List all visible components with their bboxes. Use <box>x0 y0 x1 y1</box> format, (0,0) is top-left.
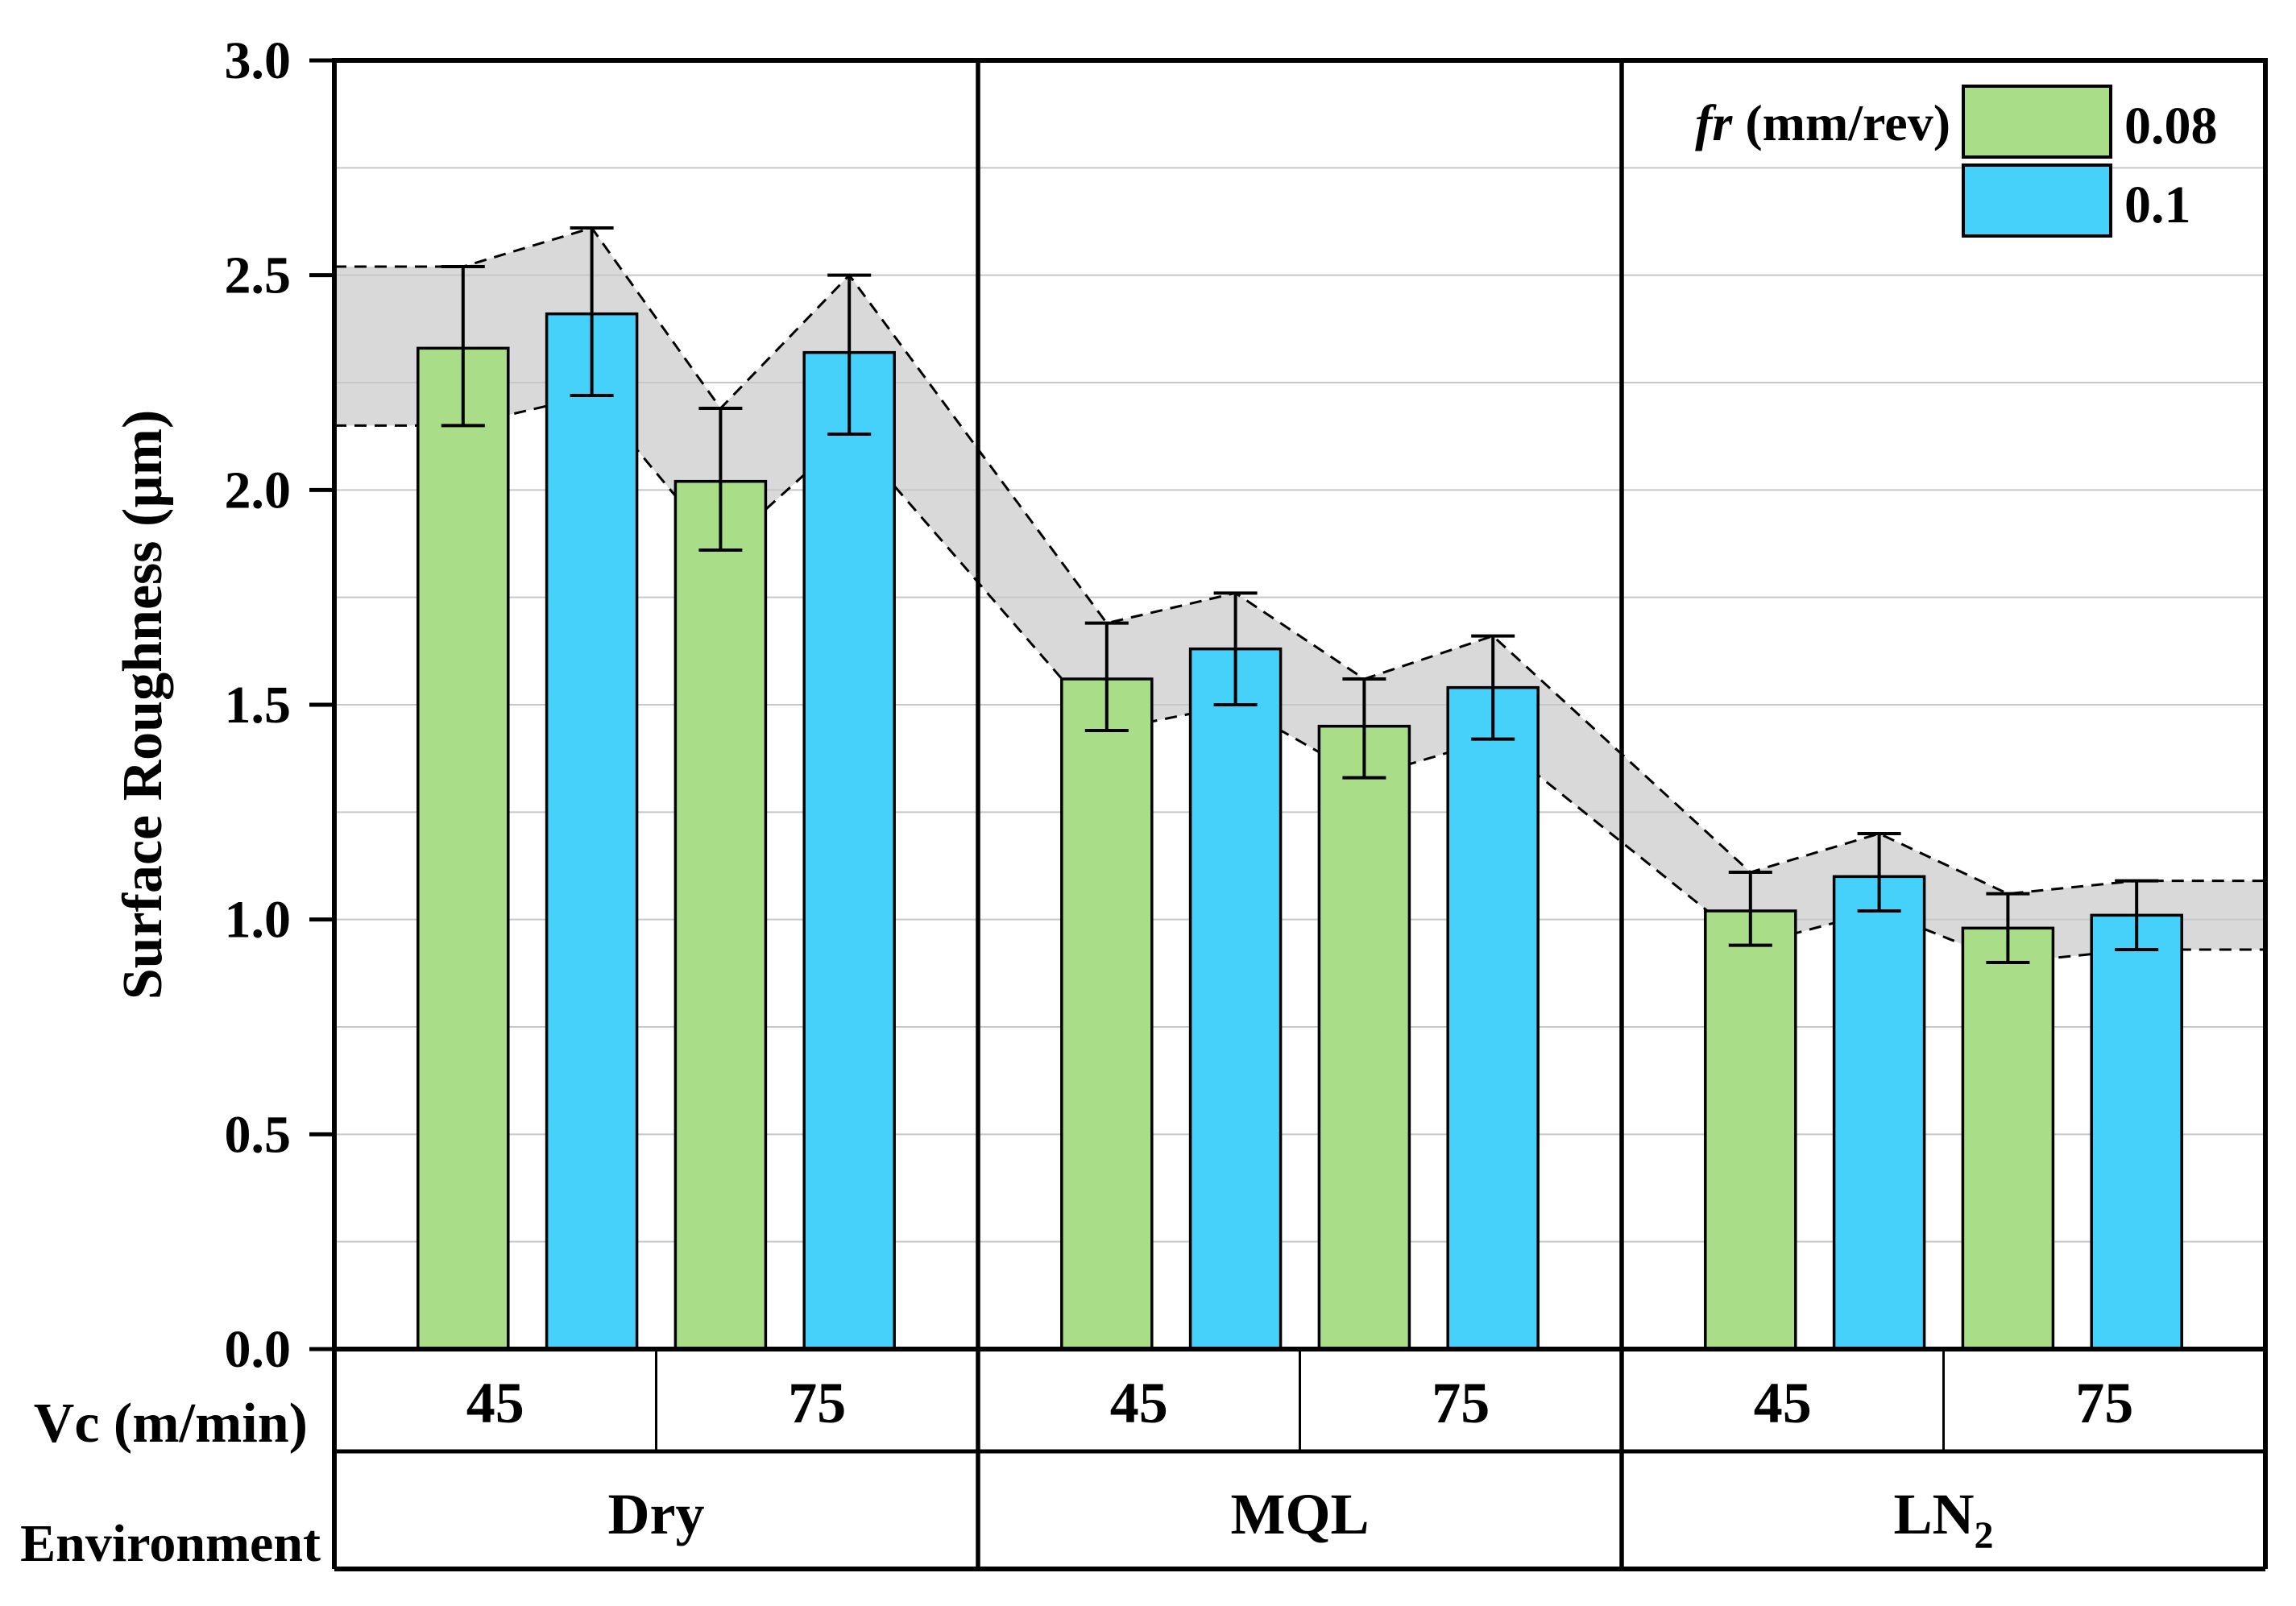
y-tick-label: 2.5 <box>225 246 292 305</box>
y-tick-label: 0.5 <box>225 1105 292 1164</box>
vc-cell-label: 45 <box>466 1371 524 1435</box>
bar <box>2090 913 2183 1351</box>
bar <box>1961 926 2055 1351</box>
bar <box>802 350 896 1351</box>
y-axis-title: Surface Roughness (µm) <box>112 410 174 1000</box>
legend-swatch <box>1962 163 2112 238</box>
bar <box>545 312 639 1351</box>
legend-label: 0.1 <box>2124 176 2191 234</box>
env-cell-label: LN2 <box>1893 1482 1993 1557</box>
bar <box>1832 875 1926 1351</box>
y-tick-label: 0.0 <box>225 1320 292 1379</box>
vc-cell-label: 45 <box>1754 1371 1812 1435</box>
legend-swatch <box>1962 85 2112 159</box>
legend-title: fr (mm/rev) <box>1695 94 1950 151</box>
vc-cell-label: 75 <box>2075 1371 2133 1435</box>
x-row-header-environment: Environment <box>20 1514 321 1573</box>
y-tick-label: 2.0 <box>225 461 292 519</box>
env-cell-label: Dry <box>608 1482 705 1546</box>
bar <box>673 479 768 1351</box>
vc-cell-label: 75 <box>788 1371 846 1435</box>
band-upper-edge <box>334 226 2265 896</box>
vc-cell-label: 45 <box>1110 1371 1168 1435</box>
bar <box>417 346 510 1351</box>
y-tick-label: 1.0 <box>225 891 292 950</box>
legend-label: 0.08 <box>2124 97 2218 155</box>
x-row-header-vc: Vc (m/min) <box>34 1393 308 1455</box>
bar <box>1446 685 1540 1351</box>
y-tick-label: 1.5 <box>225 676 292 735</box>
env-cell-label: MQL <box>1231 1482 1370 1546</box>
vc-cell-label: 75 <box>1432 1371 1490 1435</box>
bar <box>1060 677 1154 1351</box>
bar <box>1704 909 1797 1351</box>
bar <box>1317 724 1411 1351</box>
bar <box>1188 647 1283 1351</box>
y-tick-label: 3.0 <box>225 31 292 90</box>
